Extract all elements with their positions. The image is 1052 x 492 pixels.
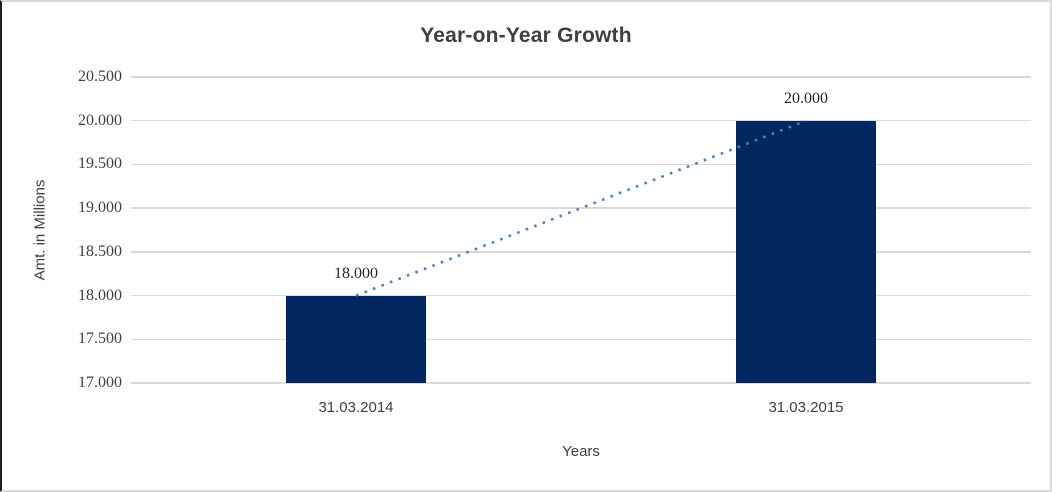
y-axis-tick-label: 18.000 [78, 286, 122, 304]
bar-value-label: 18.000 [334, 264, 378, 282]
gridline [131, 338, 1031, 341]
gridline [131, 251, 1031, 253]
gridline [131, 119, 1031, 122]
gridline [131, 294, 1031, 297]
y-axis-tick-label: 17.500 [78, 330, 122, 348]
gridline [131, 207, 1031, 209]
bar-value-label: 20.000 [784, 89, 828, 107]
y-axis-tick-label: 17.000 [78, 374, 122, 391]
y-axis-tick-label: 20.500 [78, 68, 122, 85]
bar [286, 295, 426, 383]
bar [736, 120, 876, 383]
gridline [131, 163, 1031, 166]
gridline [131, 76, 1031, 78]
y-axis-tick-label: 20.000 [78, 111, 122, 129]
x-axis-title: Years [562, 443, 600, 460]
y-axis-tick-label: 18.500 [78, 242, 122, 260]
chart-title: Year-on-Year Growth [420, 24, 632, 47]
x-axis-category-label: 31.03.2014 [318, 399, 394, 416]
y-axis-title: Amt. in Millions [31, 179, 49, 281]
gridline [131, 382, 1031, 384]
x-axis-category-label: 31.03.2015 [768, 399, 844, 416]
y-axis-tick-label: 19.000 [78, 199, 122, 217]
y-axis-tick-label: 19.500 [78, 155, 122, 173]
